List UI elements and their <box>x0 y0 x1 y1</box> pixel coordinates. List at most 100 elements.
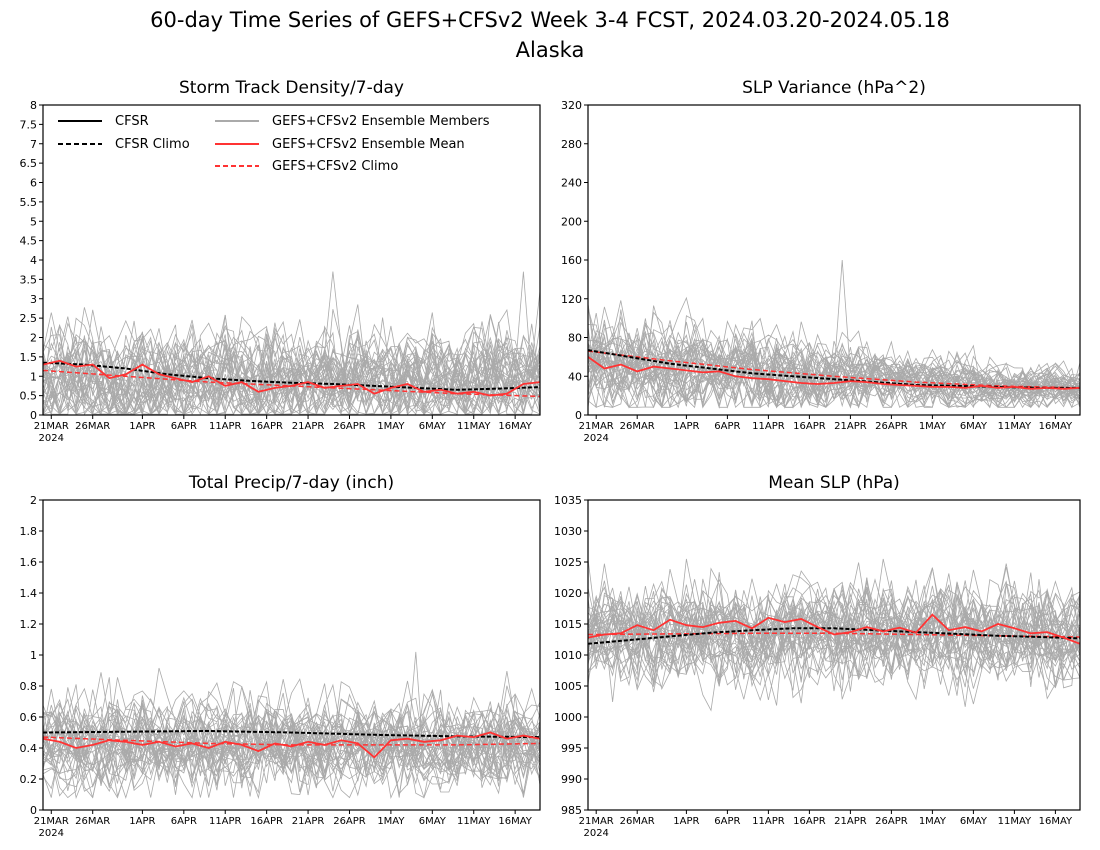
y-tick-label: 6 <box>30 177 37 190</box>
x-tick-label: 6APR <box>171 816 197 827</box>
x-tick-label: 16MAY <box>1039 816 1073 827</box>
x-tick-label: 21APR <box>834 816 867 827</box>
y-tick-label: 1.2 <box>20 618 38 631</box>
x-year-label: 2024 <box>583 433 608 444</box>
x-tick-label: 11MAY <box>457 816 491 827</box>
x-tick-label: 11APR <box>752 421 785 432</box>
x-tick-label: 21MAR <box>579 816 614 827</box>
y-tick-label: 120 <box>561 293 582 306</box>
ensemble-member-line <box>587 562 1081 679</box>
y-tick-label: 0 <box>30 409 37 422</box>
y-tick-label: 1010 <box>554 649 582 662</box>
y-tick-label: 2 <box>30 494 37 507</box>
y-tick-label: 1.6 <box>20 556 38 569</box>
x-tick-label: 1APR <box>673 816 699 827</box>
ensemble-member-line <box>587 326 1081 409</box>
y-tick-label: 990 <box>561 773 582 786</box>
y-tick-label: 1020 <box>554 587 582 600</box>
y-tick-label: 0.2 <box>20 773 38 786</box>
y-tick-label: 2 <box>30 332 37 345</box>
ensemble-mean-line <box>42 359 541 397</box>
x-tick-label: 26MAR <box>620 816 655 827</box>
x-tick-label: 11APR <box>209 421 242 432</box>
ensemble-member-line <box>42 687 541 795</box>
chart-panel-1: Storm Track Density/7-day 0 0.5 1 1.5 2 2.5 3 3.… <box>20 78 541 444</box>
y-tick-label: 4 <box>30 254 37 267</box>
x-tick-label: 16MAY <box>1039 421 1073 432</box>
ensemble-member-line <box>42 331 541 416</box>
legend-cfsr-label: CFSR <box>115 114 149 129</box>
y-tick-label: 0.8 <box>20 680 38 693</box>
panel-title: Storm Track Density/7-day <box>179 78 404 98</box>
x-tick-label: 11APR <box>752 816 785 827</box>
y-tick-label: 1025 <box>554 556 582 569</box>
ensemble-members <box>587 259 1081 409</box>
ensemble-mean-line <box>587 356 1081 390</box>
ensemble-member-line <box>42 667 541 798</box>
panels-group: Storm Track Density/7-day 0 0.5 1 1.5 2 2.5 3 3.… <box>20 78 1081 839</box>
y-tick-label: 320 <box>561 99 582 112</box>
x-tick-label: 26APR <box>875 816 908 827</box>
x-tick-label: 21APR <box>834 421 867 432</box>
ensemble-members <box>42 271 541 416</box>
ensemble-mean-line <box>42 731 541 759</box>
x-tick-label: 16APR <box>250 816 283 827</box>
ensemble-member-line <box>587 329 1081 409</box>
x-tick-label: 21APR <box>292 816 325 827</box>
y-tick-label: 1000 <box>554 711 582 724</box>
ensemble-member-line <box>587 330 1081 409</box>
gefs-climo-line <box>587 350 1081 389</box>
ensemble-member-line <box>42 681 541 800</box>
y-tick-label: 240 <box>561 177 582 190</box>
panel-title: Mean SLP (hPa) <box>768 473 900 493</box>
ensemble-member-line <box>587 570 1081 686</box>
ensemble-member-line <box>42 312 541 416</box>
ensemble-member-line <box>587 594 1081 702</box>
y-tick-label: 985 <box>561 804 582 817</box>
x-tick-label: 21MAR <box>34 816 69 827</box>
x-tick-label: 1APR <box>673 421 699 432</box>
ensemble-member-line <box>42 271 541 416</box>
x-tick-label: 21MAR <box>34 421 69 432</box>
x-tick-label: 11MAY <box>457 421 491 432</box>
x-tick-label: 16MAY <box>498 421 532 432</box>
x-tick-label: 6MAY <box>960 816 988 827</box>
ensemble-member-line <box>587 584 1081 706</box>
ensemble-members <box>42 651 541 800</box>
ensemble-member-line <box>42 688 541 781</box>
cfsr-climo-line <box>587 627 1081 645</box>
y-tick-label: 3.5 <box>20 273 38 286</box>
legend-climo-label: GEFS+CFSv2 Climo <box>272 159 398 174</box>
x-tick-label: 1APR <box>129 816 155 827</box>
x-tick-label: 16MAY <box>498 816 532 827</box>
legend-cfsr-climo-label: CFSR Climo <box>115 137 190 152</box>
ensemble-member-line <box>42 321 541 416</box>
ensemble-member-line <box>42 343 541 416</box>
y-tick-label: 0 <box>30 804 37 817</box>
ensemble-member-line <box>42 680 541 793</box>
legend-mean-label: GEFS+CFSv2 Ensemble Mean <box>272 137 465 152</box>
ensemble-member-line <box>587 558 1081 681</box>
y-tick-label: 7.5 <box>20 118 38 131</box>
panel-title: SLP Variance (hPa^2) <box>742 78 926 98</box>
ensemble-member-line <box>42 698 541 780</box>
x-year-label: 2024 <box>39 828 64 839</box>
x-tick-label: 26APR <box>333 816 366 827</box>
y-tick-label: 6.5 <box>20 157 38 170</box>
x-tick-label: 1MAY <box>919 421 947 432</box>
x-tick-label: 11MAY <box>998 421 1032 432</box>
ensemble-member-line <box>587 581 1081 700</box>
y-tick-label: 7 <box>30 138 37 151</box>
y-tick-label: 0.5 <box>20 390 38 403</box>
y-tick-label: 1005 <box>554 680 582 693</box>
legend-members-label: GEFS+CFSv2 Ensemble Members <box>272 114 490 129</box>
x-tick-label: 6MAY <box>419 421 447 432</box>
y-tick-label: 1.5 <box>20 351 38 364</box>
y-tick-label: 0.4 <box>20 742 38 755</box>
y-tick-label: 5 <box>30 215 37 228</box>
x-tick-label: 6MAY <box>419 816 447 827</box>
x-tick-label: 6APR <box>714 816 740 827</box>
x-tick-label: 1APR <box>129 421 155 432</box>
x-tick-label: 16APR <box>793 421 826 432</box>
